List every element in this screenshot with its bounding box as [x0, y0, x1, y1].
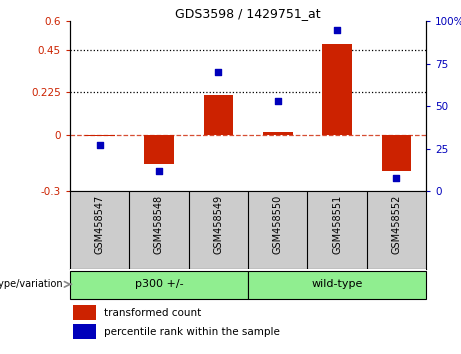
Bar	[382, 135, 411, 171]
Bar	[85, 135, 114, 136]
Text: genotype/variation: genotype/variation	[0, 279, 63, 289]
Text: transformed count: transformed count	[104, 308, 201, 318]
Text: GSM458549: GSM458549	[213, 195, 223, 254]
Title: GDS3598 / 1429751_at: GDS3598 / 1429751_at	[175, 7, 321, 20]
Point	[333, 27, 341, 33]
Bar	[322, 44, 352, 135]
Text: percentile rank within the sample: percentile rank within the sample	[104, 327, 280, 337]
Point	[393, 175, 400, 181]
FancyBboxPatch shape	[70, 271, 248, 299]
Bar	[73, 305, 95, 320]
Text: GSM458547: GSM458547	[95, 195, 105, 254]
FancyBboxPatch shape	[248, 271, 426, 299]
Text: GSM458550: GSM458550	[272, 195, 283, 254]
Bar	[144, 135, 174, 164]
Bar	[263, 132, 292, 135]
Bar	[203, 95, 233, 135]
Text: GSM458551: GSM458551	[332, 195, 342, 254]
Point	[215, 69, 222, 75]
Point	[274, 98, 281, 104]
Text: GSM458548: GSM458548	[154, 195, 164, 254]
Point	[96, 142, 103, 148]
Text: p300 +/-: p300 +/-	[135, 279, 183, 289]
Point	[155, 168, 163, 173]
Text: GSM458552: GSM458552	[391, 195, 402, 255]
Bar	[73, 324, 95, 339]
Text: wild-type: wild-type	[311, 279, 363, 289]
